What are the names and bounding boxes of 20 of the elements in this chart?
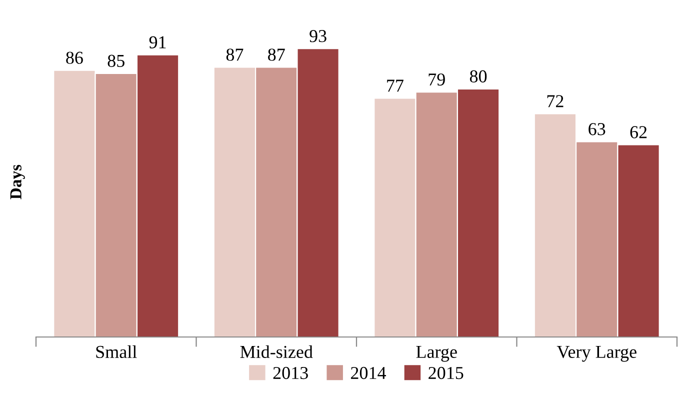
x-tick-label: Large [416,346,457,362]
data-label: 63 [588,123,606,136]
y-axis-title: Days [10,164,25,200]
x-tick-label: Mid-sized [240,345,313,358]
legend-label: 2014 [350,366,386,380]
data-label: 77 [387,80,404,92]
legend-label: 2015 [428,366,464,380]
data-label: 91 [149,36,166,48]
x-tick-label: Very Large [556,346,636,362]
data-label: 72 [547,95,564,108]
data-label: 86 [66,52,83,64]
legend-label: 2013 [273,366,308,380]
data-label: 62 [630,126,647,138]
x-tick-label: Small [96,345,137,358]
data-label: 85 [108,54,124,67]
data-label: 80 [470,70,487,82]
data-label: 87 [226,48,244,61]
data-label: 93 [310,30,326,42]
data-label: 87 [268,48,285,61]
data-label: 79 [428,73,445,86]
